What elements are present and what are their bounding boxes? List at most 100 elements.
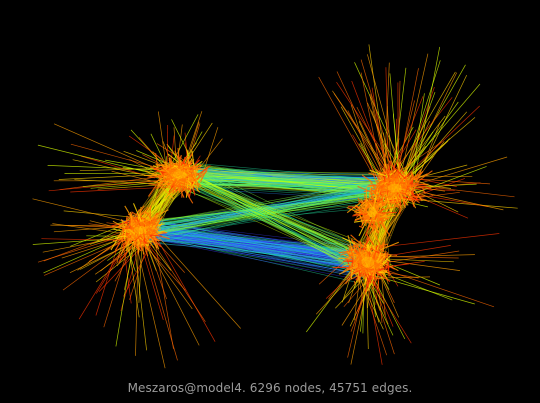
local-edge (177, 163, 191, 170)
local-edge (131, 226, 141, 233)
local-edge (386, 252, 389, 264)
spike-edge (363, 274, 394, 336)
local-edge (370, 258, 381, 267)
local-edge (346, 202, 361, 214)
local-edge (178, 168, 185, 182)
local-edge (357, 261, 361, 276)
spike-edge (408, 74, 468, 196)
local-edge (378, 248, 385, 252)
bundle-edge (181, 175, 393, 193)
local-edge (367, 263, 373, 278)
bundle-edge (177, 174, 402, 186)
local-edge (186, 180, 196, 195)
local-edge (378, 179, 383, 182)
local-edge (133, 205, 145, 224)
local-edge (404, 186, 409, 194)
local-edge (162, 167, 174, 180)
local-edge (405, 184, 418, 189)
local-edge (126, 215, 131, 220)
local-edge (381, 167, 389, 177)
cluster-highlight (173, 171, 187, 179)
local-edge (129, 211, 133, 223)
local-edge (160, 176, 176, 191)
local-edge (361, 244, 370, 251)
local-edge (346, 272, 353, 280)
local-edge (359, 214, 364, 226)
spike-edge (129, 243, 149, 300)
local-edge (151, 237, 155, 241)
local-edge (351, 248, 356, 253)
bundle-edge (139, 234, 373, 265)
local-edge (413, 189, 423, 202)
spike-edge (341, 270, 377, 326)
local-edge (381, 192, 397, 208)
local-edge (165, 170, 173, 181)
local-edge (131, 211, 149, 222)
bundle-edge (147, 184, 391, 232)
local-edge (370, 184, 388, 196)
local-edge (365, 244, 373, 254)
local-edge (357, 185, 373, 194)
local-edge (143, 226, 162, 230)
local-edge (190, 165, 195, 183)
bundle-edge (189, 166, 377, 264)
local-edge (142, 214, 152, 222)
spike-edge (157, 111, 167, 169)
cluster-core (353, 249, 383, 275)
local-edge (112, 220, 132, 232)
local-edge (411, 173, 428, 182)
local-edge (130, 230, 138, 243)
local-edge (182, 153, 194, 168)
local-edge (147, 234, 161, 242)
spike-edge (149, 226, 241, 329)
bundle-edge (167, 177, 372, 271)
local-edge (378, 254, 392, 268)
local-edge (138, 219, 145, 230)
bundle-edge (179, 165, 364, 277)
local-edge (171, 183, 192, 191)
local-edge (181, 164, 202, 171)
local-edge (377, 214, 396, 218)
local-edge (357, 275, 360, 283)
local-edge (162, 181, 169, 186)
local-edge (161, 164, 174, 178)
spike-edge (332, 90, 393, 177)
spike-edge (404, 166, 487, 198)
local-edge (154, 174, 169, 184)
local-edge (368, 218, 373, 221)
local-edge (136, 234, 143, 245)
local-edge (142, 235, 150, 248)
local-edge (347, 235, 353, 251)
spike-edge (79, 168, 161, 172)
cluster-core (378, 178, 412, 198)
spike-edge (135, 232, 139, 356)
spike-edge (32, 198, 131, 223)
local-edge (387, 173, 394, 179)
local-edge (363, 273, 368, 280)
bundle-edge (174, 187, 382, 253)
local-edge (387, 261, 390, 270)
spike-edge (63, 210, 141, 219)
local-edge (142, 229, 146, 243)
local-edge (149, 234, 163, 237)
local-edge (350, 248, 354, 258)
local-edge (189, 176, 194, 181)
local-edge (150, 209, 169, 219)
local-edge (140, 238, 149, 251)
spike-edge (407, 188, 504, 211)
local-edge (366, 215, 370, 224)
spike-edge (373, 276, 431, 279)
local-edge (389, 183, 407, 190)
local-edge (338, 265, 358, 275)
bundle-edge (358, 185, 414, 251)
local-edge (357, 200, 367, 209)
local-edge (141, 219, 147, 226)
local-edge (372, 244, 378, 262)
local-edge (362, 238, 371, 251)
local-edge (388, 160, 391, 175)
local-edge (370, 226, 378, 241)
local-edge (377, 183, 385, 190)
local-edge (358, 225, 364, 229)
spike-edge (153, 233, 216, 342)
local-edge (196, 160, 203, 167)
